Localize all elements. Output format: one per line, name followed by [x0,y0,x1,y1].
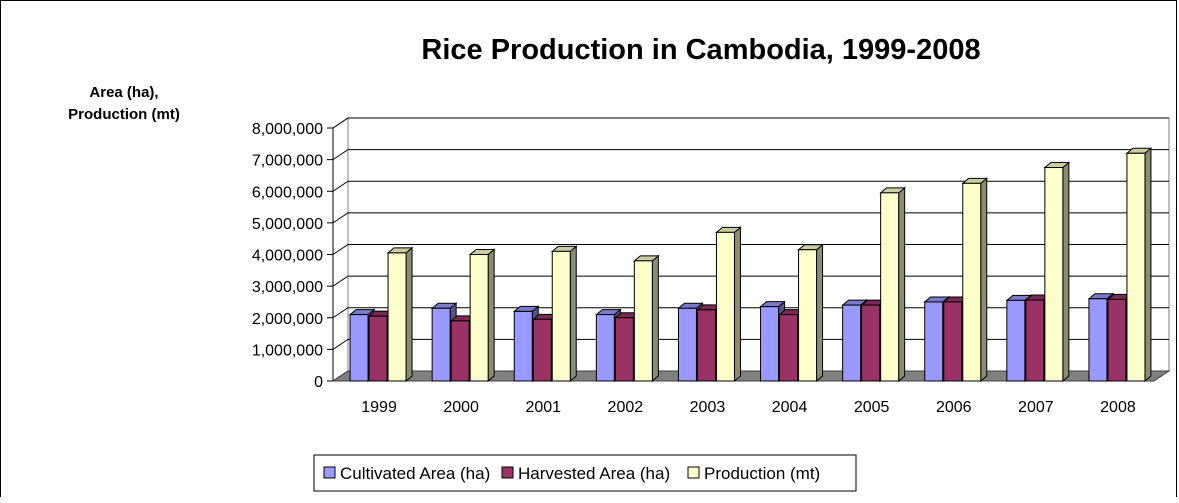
bar-production-mt-2002 [632,254,660,383]
bar-front [779,314,799,382]
bar-production-mt-2000 [468,248,496,383]
bar-side [405,246,413,383]
bar-front [551,250,571,382]
bar-production-mt-2003 [715,226,742,383]
x-tick-label: 1999 [361,399,397,416]
bar-front [880,192,900,382]
bar-front [532,318,552,382]
legend-box [313,454,857,492]
gridline [332,149,1169,161]
bar-front [595,314,615,382]
bar-side [569,245,577,383]
plot-area: 0 1,000,000 2,000,000 3,000,000 4,000,000 5,0… [252,117,1171,416]
bar-front [677,307,697,382]
bar-front [1107,298,1127,382]
x-tick-label: 2004 [772,399,808,416]
x-tick-label: 2003 [690,399,726,416]
legend-entry-label: Cultivated Area (ha) [340,464,490,483]
bar-front [1126,152,1146,382]
y-tick-label: 4,000,000 [252,248,323,265]
y-tick-label: 1,000,000 [252,342,323,359]
bar-front [513,310,533,382]
legend-swatch [501,466,514,479]
y-tick-label: 3,000,000 [252,279,323,296]
bar-production-mt-2004 [797,243,824,383]
bar-front [715,231,735,382]
bar-front [943,301,963,382]
legend-swatch [687,466,700,479]
bar-front [1025,299,1045,382]
chart-title: Rice Production in Cambodia, 1999-2008 [421,34,980,66]
bar-side [898,186,906,383]
gridline [332,117,1169,129]
y-tick-label: 2,000,000 [252,311,323,328]
y-tick-label: 5,000,000 [252,216,323,233]
x-tick-label: 2005 [854,399,890,416]
bar-front [349,314,369,382]
bar-front [450,320,470,382]
bar-front [1044,167,1064,382]
bar-side [816,243,824,383]
bar-side [1062,161,1070,383]
x-tick-label: 2006 [936,399,972,416]
bar-production-mt-2005 [879,186,907,383]
gridline [332,180,1169,192]
x-tick-label: 2007 [1018,399,1054,416]
bar-front [633,260,653,382]
x-tick-label: 2002 [608,399,644,416]
bar-side [1144,147,1152,383]
bar-production-mt-2008 [1125,147,1153,383]
bar-production-mt-2006 [961,177,989,383]
bar-front [614,317,634,382]
bar-production-mt-1999 [386,246,414,383]
bar-production-mt-2007 [1043,161,1071,383]
bar-front [962,182,982,382]
bar-front [861,304,881,382]
legend: Cultivated Area (ha) Harvested Area (ha) P… [313,454,857,492]
legend-swatch [323,466,336,479]
y-tick-label: 7,000,000 [252,153,323,170]
bar-front [842,304,862,382]
bar-production-mt-2001 [550,245,578,383]
bar-front [696,309,716,382]
y-tick-label: 6,000,000 [252,184,323,201]
bar-front [387,252,407,382]
legend-entry-label: Harvested Area (ha) [518,464,670,483]
x-tick-label: 2000 [443,399,479,416]
bar-front [924,301,944,382]
bar-side [651,254,659,383]
y-axis-label-line-1: Area (ha), [89,84,158,101]
bar-front [469,254,489,382]
y-tick-label: 0 [314,374,323,391]
bar-side [980,177,988,383]
bar-front [798,249,818,382]
bar-front [1006,299,1026,382]
y-axis-label-line-2: Production (mt) [68,106,180,123]
bar-front [431,307,451,382]
bar-side [733,226,741,383]
x-tick-label: 2008 [1100,399,1136,416]
bar-side [487,248,495,383]
x-tick-label: 2001 [525,399,561,416]
y-tick-label: 8,000,000 [252,121,323,138]
bar-front [1088,298,1108,382]
bar-front [368,315,388,382]
legend-entry-label: Production (mt) [704,464,820,483]
bar-front [760,306,780,382]
